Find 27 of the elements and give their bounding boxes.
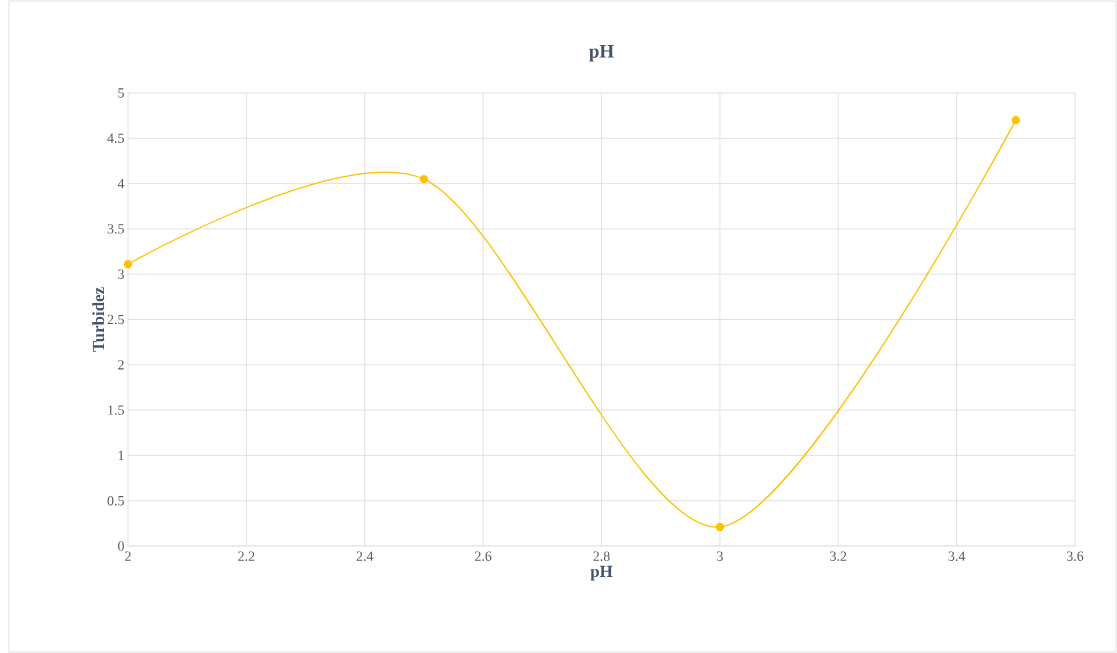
y-tick-label: 4 — [117, 179, 125, 189]
x-tick-label: 2.6 — [475, 551, 492, 561]
x-tick-label: 3.6 — [1066, 551, 1084, 561]
y-tick-label: 1.5 — [108, 405, 124, 415]
x-tick-label: 3.4 — [948, 551, 966, 561]
y-tick-label: 3.5 — [107, 224, 124, 234]
y-tick-label: 1 — [118, 450, 124, 460]
x-axis-title: pH — [590, 565, 613, 581]
y-tick-label: 3 — [118, 269, 124, 279]
x-tick-label: 3 — [717, 551, 723, 561]
point — [1011, 116, 1020, 125]
x-tick-label: 2 — [125, 551, 131, 561]
y-axis-title: Turbidez — [92, 287, 105, 352]
point — [123, 260, 133, 269]
x-tick-label: 3.2 — [830, 551, 847, 561]
chart-title: pH — [589, 45, 614, 62]
y-tick-label: 0.5 — [107, 495, 124, 506]
x-tick-label: 2.2 — [238, 551, 255, 561]
y-tick-label: 2.5 — [107, 314, 124, 325]
y-tick-label: 0 — [118, 541, 124, 551]
y-tick-label: 4.5 — [107, 133, 124, 143]
point — [715, 522, 725, 532]
point — [419, 174, 429, 184]
x-tick-label: 2.4 — [356, 551, 374, 561]
y-tick-label: 5 — [118, 88, 124, 98]
x-tick-label: 2.8 — [593, 551, 610, 561]
y-tick-label: 2 — [118, 360, 124, 370]
